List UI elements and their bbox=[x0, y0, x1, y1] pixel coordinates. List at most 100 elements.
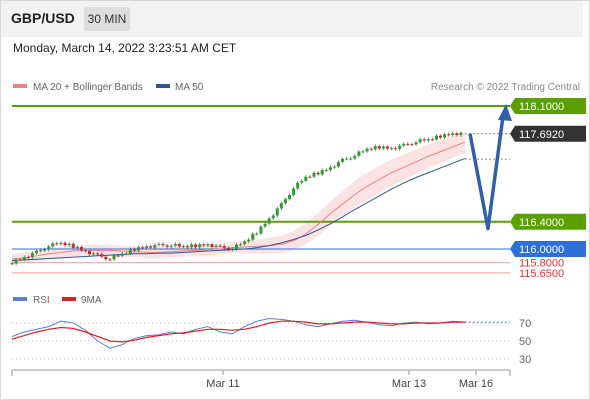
legend-9ma-swatch bbox=[62, 297, 76, 301]
candle-body bbox=[149, 246, 153, 248]
candle-body bbox=[67, 243, 71, 246]
candle-body bbox=[181, 246, 185, 248]
candle-body bbox=[426, 139, 430, 141]
candle-body bbox=[173, 243, 177, 246]
candle-body bbox=[124, 253, 128, 255]
candle-body bbox=[47, 246, 51, 250]
candle-body bbox=[275, 208, 279, 216]
level-tag-0 bbox=[510, 98, 586, 114]
candle-body bbox=[210, 244, 214, 248]
candle-body bbox=[385, 146, 389, 149]
candle-body bbox=[161, 243, 165, 246]
credit-text: Research © 2022 Trading Central bbox=[431, 82, 580, 93]
candle-body bbox=[230, 249, 234, 251]
candle-body bbox=[30, 253, 34, 258]
candle-body bbox=[198, 244, 202, 248]
level-tag-1 bbox=[510, 125, 586, 142]
candle-body bbox=[169, 245, 173, 247]
candle-body bbox=[332, 166, 336, 168]
header-bar: GBP/USD 30 MIN bbox=[1, 1, 583, 37]
candle-body bbox=[108, 259, 112, 261]
symbol-title: GBP/USD bbox=[11, 10, 75, 26]
timeframe-button[interactable]: 30 MIN bbox=[84, 7, 130, 31]
candle-body bbox=[226, 247, 230, 250]
candle-body bbox=[153, 245, 157, 248]
candle-body bbox=[439, 135, 443, 138]
candles bbox=[10, 131, 463, 266]
candle-body bbox=[243, 241, 247, 245]
candle-body bbox=[447, 134, 451, 136]
candle-body bbox=[34, 250, 38, 254]
candle-body bbox=[116, 255, 120, 257]
candle-body bbox=[394, 148, 398, 150]
forecast-arrowhead bbox=[498, 104, 512, 121]
candle-body bbox=[263, 223, 267, 227]
candle-body bbox=[365, 148, 369, 152]
candle-body bbox=[369, 148, 373, 150]
candle-body bbox=[71, 243, 75, 248]
candle-body bbox=[145, 246, 149, 249]
candle-body bbox=[255, 233, 259, 235]
rsi-9ma-line bbox=[11, 320, 465, 343]
candle-body bbox=[43, 249, 47, 251]
candle-body bbox=[165, 245, 169, 247]
candle-body bbox=[406, 143, 410, 145]
candle-body bbox=[279, 203, 283, 209]
candle-body bbox=[259, 226, 263, 234]
legend-9ma-label: 9MA bbox=[81, 295, 102, 306]
legend-rsi-label: RSI bbox=[33, 295, 50, 306]
legend-ma50-label: MA 50 bbox=[175, 82, 204, 93]
candle-body bbox=[312, 172, 316, 177]
candle-body bbox=[83, 250, 87, 252]
time-axis: Mar 11 Mar 13 Mar 16 bbox=[11, 369, 511, 390]
rsi-tick-2: 30 bbox=[519, 354, 531, 366]
candle-body bbox=[288, 195, 292, 200]
forecast-arrow bbox=[468, 115, 505, 231]
candle-body bbox=[349, 158, 353, 160]
candle-body bbox=[141, 247, 145, 249]
candle-body bbox=[341, 158, 345, 162]
level-label-2: 116.4000 bbox=[519, 217, 564, 229]
candle-body bbox=[300, 180, 304, 183]
candle-body bbox=[137, 247, 141, 251]
ma50-line bbox=[11, 157, 466, 262]
level-label-4: 115.8000 bbox=[519, 258, 564, 270]
time-axis-label-2: Mar 16 bbox=[459, 378, 493, 390]
candle-body bbox=[185, 246, 189, 248]
candle-body bbox=[132, 249, 136, 251]
candle-body bbox=[324, 169, 328, 171]
time-axis-label-1: Mar 13 bbox=[392, 378, 426, 390]
ma20-line bbox=[11, 141, 466, 260]
candle-body bbox=[79, 247, 83, 251]
candle-body bbox=[267, 218, 271, 224]
candle-body bbox=[88, 251, 92, 255]
candle-body bbox=[422, 139, 426, 141]
level-label-5: 115.6500 bbox=[519, 268, 564, 280]
candle-body bbox=[96, 253, 100, 255]
candle-body bbox=[222, 246, 226, 248]
candle-body bbox=[218, 245, 222, 247]
price-panel: 118.1000 117.6920 116.4000 116.0000 115.8000… bbox=[10, 98, 586, 280]
candle-body bbox=[430, 139, 434, 141]
candle-body bbox=[357, 151, 361, 156]
candle-body bbox=[120, 253, 124, 256]
candle-body bbox=[75, 247, 79, 249]
legend-rsi-swatch bbox=[13, 297, 27, 301]
candle-body bbox=[381, 146, 385, 149]
candle-body bbox=[112, 255, 116, 260]
candle-body bbox=[373, 146, 377, 150]
rsi-tick-0: 70 bbox=[519, 318, 531, 330]
candle-body bbox=[455, 133, 459, 136]
candle-body bbox=[190, 244, 194, 248]
candle-body bbox=[234, 244, 238, 250]
candle-body bbox=[451, 133, 455, 135]
candle-body bbox=[434, 135, 438, 140]
candle-body bbox=[214, 245, 218, 248]
candle-body bbox=[10, 263, 14, 265]
time-axis-label-0: Mar 11 bbox=[206, 378, 239, 390]
candle-body bbox=[296, 182, 300, 189]
candle-body bbox=[92, 253, 96, 255]
candle-body bbox=[51, 243, 55, 247]
rsi-panel: 70 50 30 bbox=[11, 317, 531, 366]
candle-body bbox=[304, 176, 308, 181]
